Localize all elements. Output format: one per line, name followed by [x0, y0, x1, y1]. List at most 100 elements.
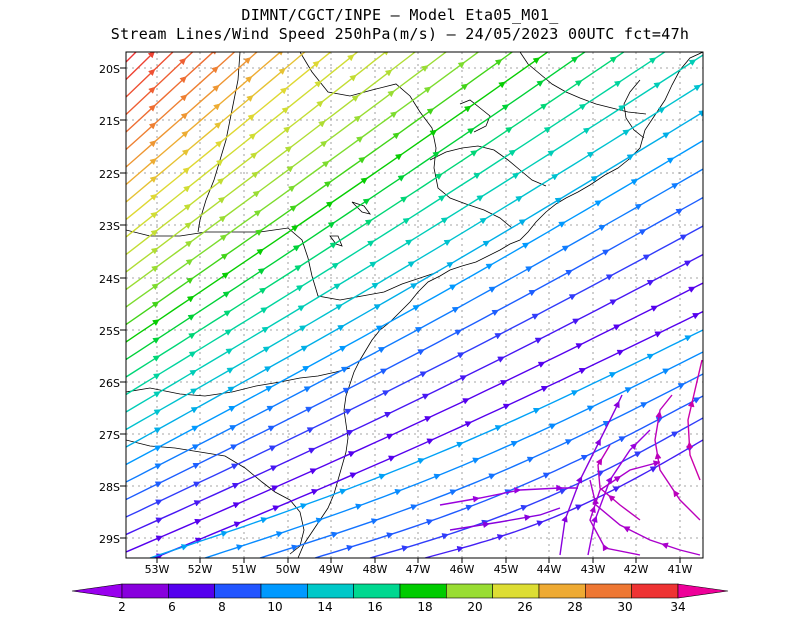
streamline-arrow [618, 104, 626, 112]
streamline-arrow [178, 22, 184, 28]
streamline-arrow [192, 463, 201, 470]
state-border-8 [623, 79, 645, 139]
streamline-arrow [680, 10, 687, 16]
streamline-arrow [563, 10, 570, 16]
streamline-arrow [437, 195, 446, 202]
streamline-arrow [526, 12, 533, 18]
lon-label: 43W [581, 563, 606, 576]
streamline-arrow [370, 518, 379, 525]
streamline-arrow [479, 217, 488, 225]
streamline-arrow [654, 331, 663, 338]
streamline-arrow [300, 503, 308, 510]
streamline-arrow [292, 244, 301, 252]
lon-label: 53W [145, 563, 170, 576]
lon-label: 45W [494, 563, 519, 576]
streamline-arrow [345, 34, 352, 40]
streamline-arrow [532, 57, 541, 65]
streamline-arrow [340, 366, 349, 373]
streamline-arrow [419, 44, 426, 50]
streamline-arrow [426, 108, 435, 115]
streamline-arrow [155, 535, 164, 542]
streamline-arrow [316, 100, 324, 108]
streamline-arrow [152, 319, 160, 326]
streamline-arrow [333, 283, 342, 290]
streamline-arrow [661, 542, 669, 550]
streamline-arrow [586, 405, 595, 412]
streamline-arrow [305, 406, 313, 413]
scale-swatch [631, 583, 679, 599]
scale-swatch [214, 583, 262, 599]
scale-swatch [399, 583, 447, 599]
streamline-arrow [291, 544, 299, 552]
streamline-arrow [337, 324, 345, 332]
streamline-arrow [152, 373, 161, 380]
streamline-arrow [267, 425, 276, 432]
streamline-arrow [179, 40, 185, 46]
streamline-arrow [216, 178, 225, 185]
streamline-arrow [426, 519, 434, 526]
streamline-arrow [498, 81, 506, 89]
streamline-arrow [462, 398, 470, 405]
streamline-arrow [278, 68, 286, 75]
state-border-1 [126, 227, 439, 301]
streamline-arrow [464, 421, 473, 428]
streamline-arrow [482, 521, 491, 529]
plot-frame [125, 51, 704, 559]
streamline-arrow [251, 171, 259, 179]
streamline-arrow [262, 346, 271, 353]
streamline-arrow [410, 283, 418, 290]
streamline [126, 225, 703, 518]
streamline-arrow [456, 441, 464, 449]
state-border-5 [299, 52, 513, 229]
streamline-arrow [650, 305, 659, 312]
streamline-arrow [289, 205, 298, 212]
streamline-arrow [719, 11, 726, 17]
lat-label: 23S [99, 220, 120, 233]
streamline-arrow [684, 35, 691, 41]
scale-label: 34 [670, 600, 685, 614]
streamline-arrow [505, 126, 513, 134]
streamline-arrow [612, 486, 621, 493]
streamline-arrow [673, 489, 680, 498]
scale-label: 2 [118, 600, 126, 614]
streamline-arrow [572, 318, 580, 325]
streamline-arrow [494, 333, 502, 340]
streamline-arrow [528, 289, 537, 297]
streamline-arrow [253, 209, 262, 217]
streamline-arrow [306, 427, 315, 434]
streamline-arrow [389, 111, 398, 119]
streamline-arrow [543, 126, 552, 134]
streamline-arrow [488, 473, 496, 480]
streamline-arrow [524, 514, 532, 522]
scale-swatch [260, 583, 308, 599]
streamline [126, 52, 258, 168]
streamline-arrow [571, 390, 579, 397]
streamline-arrow [155, 517, 164, 524]
streamline-arrow [646, 280, 655, 287]
streamline [126, 52, 480, 308]
streamline-arrow [624, 387, 633, 394]
streamline-arrow [575, 343, 584, 350]
streamline-arrow [281, 106, 290, 114]
streamline-arrow [532, 407, 541, 415]
streamline-arrow [626, 154, 635, 161]
streamline-arrow [421, 393, 430, 400]
streamline-arrow [191, 444, 200, 451]
scale-arrow-low [71, 583, 123, 599]
streamline-arrow [449, 284, 457, 291]
streamline-arrow [497, 356, 505, 363]
streamline-arrow [183, 185, 191, 193]
streamline-arrow [536, 80, 544, 87]
streamline-arrow [605, 274, 614, 281]
streamline-arrow [456, 545, 465, 553]
streamline-arrow [149, 175, 158, 183]
streamline-arrow [515, 195, 523, 203]
streamline-arrow [433, 473, 442, 480]
streamline-arrow [339, 488, 347, 495]
streamline [126, 168, 703, 483]
lat-label: 21S [99, 115, 120, 128]
streamline-arrow [485, 263, 494, 270]
streamline-arrow [540, 103, 548, 111]
streamline-arrow [151, 265, 159, 273]
scale-label: 20 [467, 600, 482, 614]
